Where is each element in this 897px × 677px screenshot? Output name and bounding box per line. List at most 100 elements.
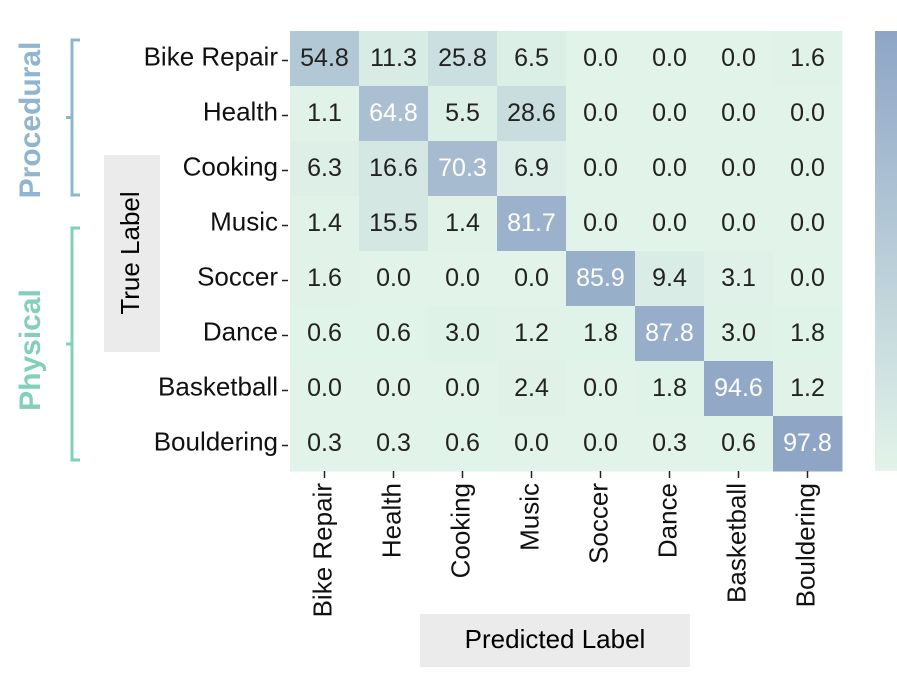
group-label: Procedural xyxy=(14,42,47,199)
cell-label: 1.8 xyxy=(790,319,825,347)
heatmap-cell xyxy=(359,141,429,197)
heatmap-cell xyxy=(359,31,429,87)
heatmap-cell xyxy=(428,31,498,87)
heatmap-cell xyxy=(566,361,636,417)
heatmap-cell xyxy=(290,251,360,307)
heatmap-cell xyxy=(635,416,705,472)
heatmap-cell xyxy=(497,31,567,87)
cell-label: 97.8 xyxy=(783,429,832,457)
heatmap-cell xyxy=(635,141,705,197)
heatmap-cell xyxy=(566,141,636,197)
heatmap-cell xyxy=(428,86,498,142)
cell-label: 0.0 xyxy=(445,374,480,402)
cell-label: 9.4 xyxy=(652,264,687,292)
x-tick-label: Bike Repair xyxy=(307,483,337,618)
heatmap-cell xyxy=(290,141,360,197)
heatmap-cell xyxy=(635,251,705,307)
cell-label: 11.3 xyxy=(370,44,417,72)
heatmap-cell xyxy=(290,196,360,252)
y-tick-label: Bike Repair xyxy=(144,41,279,71)
cell-label: 1.4 xyxy=(307,209,342,237)
cell-label: 0.0 xyxy=(583,374,618,402)
group-label: Physical xyxy=(14,289,47,411)
heatmap-cell xyxy=(428,141,498,197)
x-label-box xyxy=(420,614,690,667)
cell-label: 1.8 xyxy=(652,374,687,402)
y-tick-label: Health xyxy=(203,96,278,126)
heatmap-cell xyxy=(566,251,636,307)
cell-label: 0.0 xyxy=(583,44,618,72)
heatmap-cell xyxy=(773,141,843,197)
cell-label: 81.7 xyxy=(507,209,556,237)
y-tick-label: Music xyxy=(210,206,278,236)
cell-label: 64.8 xyxy=(369,99,418,127)
heatmap-cell xyxy=(359,306,429,362)
heatmap-cell xyxy=(428,251,498,307)
heatmap-cell xyxy=(428,196,498,252)
heatmap-cell xyxy=(773,86,843,142)
cell-label: 6.5 xyxy=(514,44,549,72)
heatmap-cell xyxy=(704,251,774,307)
x-tick-label: Soccer xyxy=(583,483,613,564)
cell-label: 0.0 xyxy=(514,264,549,292)
cell-label: 0.0 xyxy=(721,44,756,72)
cell-label: 3.1 xyxy=(721,264,756,292)
cell-label: 85.9 xyxy=(576,264,625,292)
cell-label: 0.0 xyxy=(790,209,825,237)
x-tick-label: Bouldering xyxy=(790,483,820,607)
heatmap-cell xyxy=(704,31,774,87)
cell-label: 0.0 xyxy=(721,154,756,182)
cell-label: 0.3 xyxy=(376,429,411,457)
cell-label: 0.6 xyxy=(721,429,756,457)
heatmap-cell xyxy=(290,31,360,87)
y-tick-label: Basketball xyxy=(158,371,278,401)
x-tick-label: Dance xyxy=(652,483,682,558)
cell-label: 94.6 xyxy=(714,374,763,402)
heatmap-cell xyxy=(290,306,360,362)
cell-label: 0.3 xyxy=(307,429,342,457)
y-axis-label: True Label xyxy=(115,191,145,314)
heatmap-cell xyxy=(704,141,774,197)
cell-label: 54.8 xyxy=(300,44,349,72)
y-tick-label: Bouldering xyxy=(154,426,278,456)
heatmap-cell xyxy=(428,361,498,417)
cell-label: 25.8 xyxy=(438,44,487,72)
heatmap-cell xyxy=(635,86,705,142)
heatmap-cell xyxy=(359,251,429,307)
cell-label: 1.2 xyxy=(514,319,549,347)
cell-label: 0.0 xyxy=(721,209,756,237)
cell-label: 1.6 xyxy=(790,44,825,72)
cell-label: 0.0 xyxy=(583,154,618,182)
heatmap-cell xyxy=(290,86,360,142)
cell-label: 16.6 xyxy=(369,154,418,182)
cell-label: 0.6 xyxy=(307,319,342,347)
cell-label: 0.0 xyxy=(376,264,411,292)
heatmap-cell xyxy=(359,416,429,472)
cell-label: 0.0 xyxy=(652,99,687,127)
cell-label: 70.3 xyxy=(438,154,487,182)
heatmap-cell xyxy=(359,361,429,417)
cell-label: 0.0 xyxy=(307,374,342,402)
cell-label: 0.0 xyxy=(721,99,756,127)
cell-label: 0.6 xyxy=(445,429,480,457)
heatmap-cell xyxy=(773,416,843,472)
heatmap-cell xyxy=(704,361,774,417)
cell-label: 3.0 xyxy=(721,319,756,347)
x-tick-label: Cooking xyxy=(445,483,475,578)
heatmap-cell xyxy=(773,251,843,307)
cell-label: 0.0 xyxy=(652,44,687,72)
cell-label: 6.9 xyxy=(514,154,549,182)
cell-label: 0.0 xyxy=(790,264,825,292)
cell-label: 0.3 xyxy=(652,429,687,457)
cell-label: 1.8 xyxy=(583,319,618,347)
heatmap-cell xyxy=(290,361,360,417)
cell-label: 1.4 xyxy=(445,209,480,237)
heatmap-cell xyxy=(773,196,843,252)
cell-label: 3.0 xyxy=(445,319,480,347)
heatmap-cell xyxy=(635,196,705,252)
cell-label: 0.0 xyxy=(583,429,618,457)
heatmap-cell xyxy=(497,251,567,307)
cell-label: 0.0 xyxy=(514,429,549,457)
cell-label: 1.6 xyxy=(307,264,342,292)
heatmap-cell xyxy=(497,361,567,417)
